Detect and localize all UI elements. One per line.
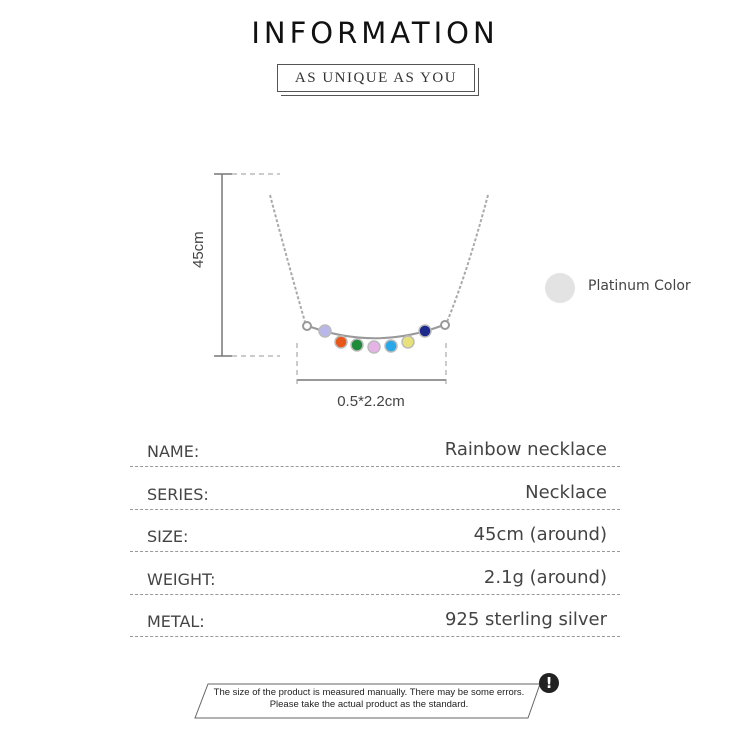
- spec-value: Rainbow necklace: [444, 439, 607, 460]
- spec-key: NAME:: [147, 442, 200, 461]
- necklace-image: [214, 173, 489, 388]
- stone: [401, 335, 415, 349]
- stone: [334, 335, 348, 349]
- stone: [318, 324, 332, 338]
- note-line-1: The size of the product is measured manu…: [213, 687, 525, 698]
- spec-row-size: SIZE: 45cm (around): [130, 511, 620, 552]
- platinum-color-swatch[interactable]: [545, 273, 575, 303]
- stone: [367, 340, 381, 354]
- width-label: 0.5*2.2cm: [337, 393, 405, 410]
- spec-key: WEIGHT:: [147, 570, 216, 589]
- exclamation-icon: !: [539, 673, 559, 693]
- stone: [350, 338, 364, 352]
- spec-key: SIZE:: [147, 527, 189, 546]
- spec-key: METAL:: [147, 612, 205, 631]
- spec-row-weight: WEIGHT: 2.1g (around): [130, 554, 620, 595]
- stone: [418, 324, 432, 338]
- spec-value: 925 sterling silver: [444, 609, 607, 630]
- spec-key: SERIES:: [147, 485, 209, 504]
- spec-value: 45cm (around): [473, 524, 607, 545]
- spec-value: 2.1g (around): [483, 567, 607, 588]
- spec-value: Necklace: [525, 482, 607, 503]
- subtitle-box: AS UNIQUE AS YOU: [277, 64, 479, 96]
- disclaimer-note: The size of the product is measured manu…: [194, 683, 541, 719]
- spec-row-name: NAME: Rainbow necklace: [130, 426, 620, 467]
- stone: [384, 339, 398, 353]
- spec-row-series: SERIES: Necklace: [130, 469, 620, 510]
- spec-row-metal: METAL: 925 sterling silver: [130, 596, 620, 637]
- page-title: INFORMATION: [251, 16, 499, 50]
- height-label: 45cm: [190, 231, 207, 268]
- color-option-label: Platinum Color: [588, 278, 691, 294]
- note-line-2: Please take the actual product as the st…: [269, 699, 469, 710]
